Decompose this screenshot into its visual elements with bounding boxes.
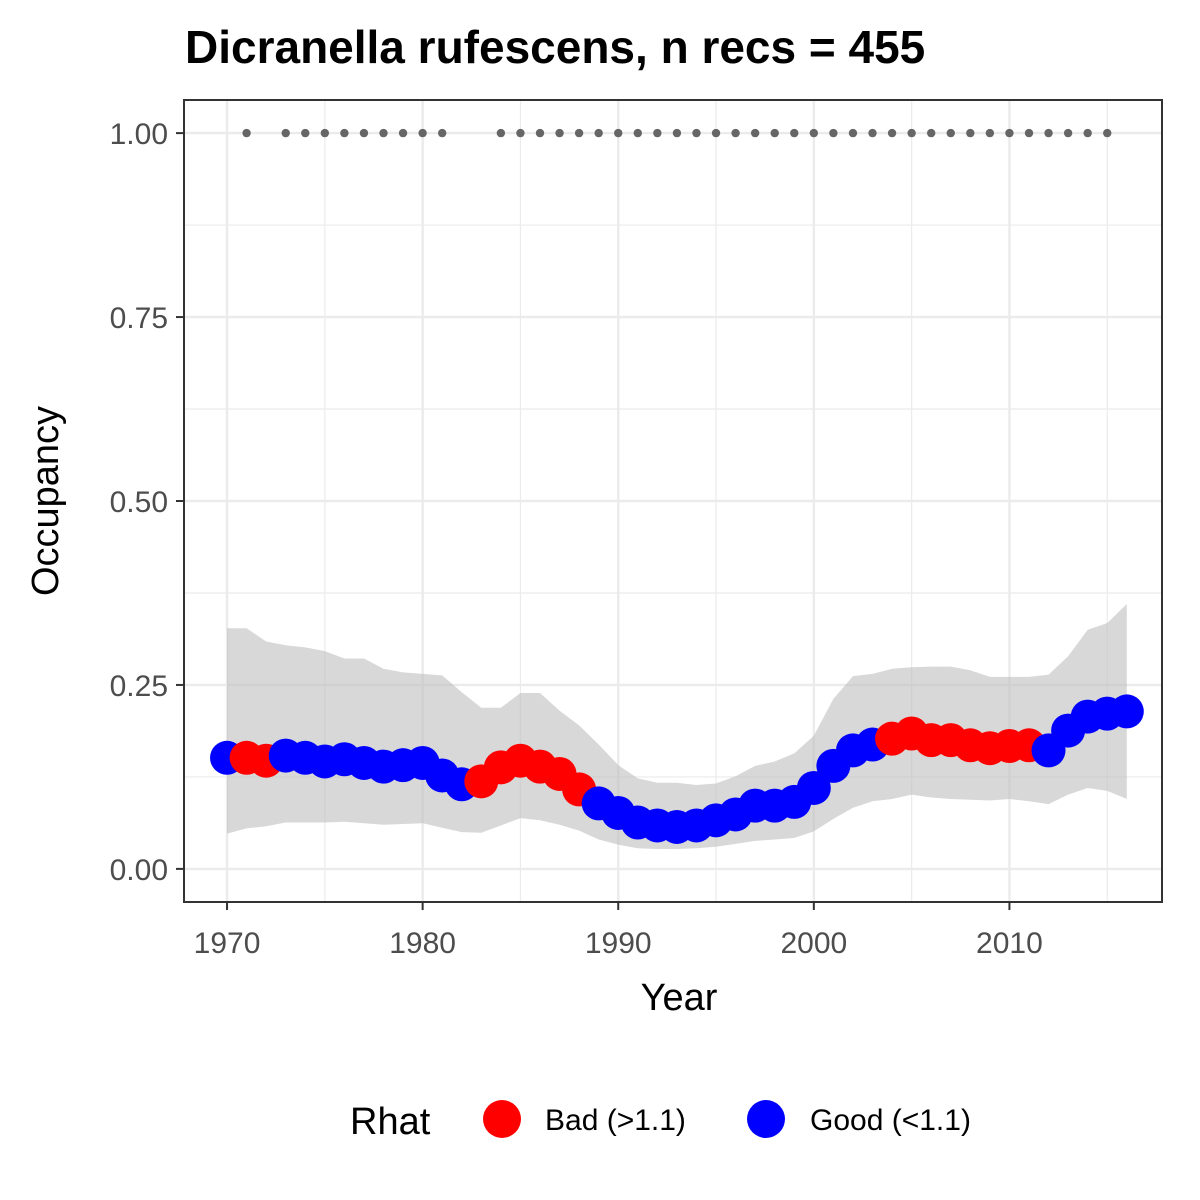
- record-point: [437, 128, 447, 138]
- record-point: [340, 128, 349, 138]
- record-point: [379, 128, 388, 138]
- x-axis-title: Year: [641, 977, 718, 1019]
- record-point: [692, 128, 701, 138]
- occupancy-point-good: [1109, 694, 1144, 729]
- y-axis-title: Occupancy: [25, 406, 67, 596]
- legend-key-bad: [483, 1100, 521, 1138]
- record-point: [574, 128, 584, 138]
- y-tick-label: 1.00: [110, 118, 168, 151]
- record-point: [614, 128, 623, 138]
- record-point: [770, 128, 779, 138]
- x-tick-labels: 1970 1980 1990 2000 2010: [194, 927, 1043, 960]
- record-point: [731, 128, 740, 138]
- occupancy-points-layer: [210, 694, 1144, 844]
- occupancy-point-good: [796, 770, 831, 805]
- record-point: [516, 128, 525, 138]
- y-tick-label: 0.00: [110, 854, 168, 887]
- y-tick-labels: 0.00 0.25 0.50 0.75 1.00: [110, 118, 168, 887]
- record-point: [1083, 128, 1092, 138]
- record-point: [398, 128, 408, 138]
- record-point: [320, 128, 330, 138]
- x-tick-label: 2010: [976, 927, 1043, 960]
- record-point: [868, 128, 877, 138]
- record-point: [1044, 128, 1053, 138]
- record-point: [711, 128, 721, 138]
- record-point: [966, 128, 975, 138]
- y-tick-label: 0.50: [110, 486, 168, 519]
- x-tick-label: 1980: [389, 927, 456, 960]
- record-point: [496, 128, 506, 138]
- legend-key-good: [747, 1100, 785, 1138]
- record-point: [555, 128, 564, 138]
- record-point: [907, 128, 916, 138]
- x-tick-label: 2000: [780, 927, 847, 960]
- record-point: [1024, 128, 1034, 138]
- record-point: [790, 128, 799, 138]
- record-point: [594, 128, 603, 138]
- legend: Rhat Bad (>1.1) Good (<1.1): [350, 1100, 971, 1143]
- record-point: [672, 128, 682, 138]
- record-point: [829, 128, 838, 138]
- y-tick-label: 0.25: [110, 670, 168, 703]
- record-point: [301, 128, 310, 138]
- legend-label-good: Good (<1.1): [810, 1104, 971, 1137]
- record-point: [1063, 128, 1073, 138]
- record-point: [242, 128, 251, 138]
- record-point: [418, 128, 427, 138]
- x-tick-label: 1990: [585, 927, 652, 960]
- legend-label-bad: Bad (>1.1): [545, 1104, 686, 1137]
- record-point: [985, 128, 995, 138]
- legend-title: Rhat: [350, 1101, 431, 1143]
- record-point: [750, 128, 760, 138]
- record-point: [653, 128, 662, 138]
- record-point: [887, 128, 897, 138]
- y-tick-label: 0.75: [110, 302, 168, 335]
- axis-ticks: [176, 132, 1011, 910]
- record-points-layer: [242, 128, 1112, 138]
- record-point: [281, 128, 290, 138]
- record-point: [926, 128, 936, 138]
- chart-title: Dicranella rufescens, n recs = 455: [185, 21, 925, 73]
- record-point: [1103, 128, 1112, 138]
- record-point: [359, 128, 369, 138]
- record-point: [1005, 128, 1014, 138]
- record-point: [946, 128, 955, 138]
- x-tick-label: 1970: [194, 927, 261, 960]
- record-point: [535, 128, 545, 138]
- record-point: [809, 128, 819, 138]
- record-point: [848, 128, 858, 138]
- record-point: [633, 128, 642, 138]
